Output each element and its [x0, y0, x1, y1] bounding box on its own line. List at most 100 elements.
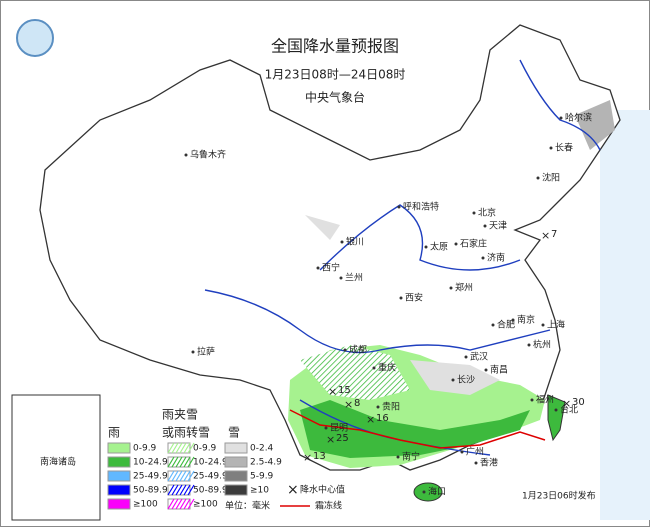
taiwan [547, 394, 566, 442]
snow-area [410, 360, 500, 395]
city-label: 南昌 [490, 364, 508, 376]
center-mark: × [328, 385, 337, 398]
city-dot [472, 211, 476, 215]
city-dot [511, 318, 515, 322]
city-label: 济南 [487, 252, 505, 264]
legend-label: 25-49.9 [193, 472, 228, 482]
legend-hatch [183, 470, 191, 482]
city-label: 天津 [489, 221, 507, 232]
center-value: 30 [572, 397, 585, 408]
legend-label: 0-2.4 [250, 444, 274, 454]
center-value: 25 [336, 433, 349, 444]
legend-label: ≥10 [250, 486, 269, 496]
city-dot [541, 323, 545, 327]
legend-hatch [175, 484, 183, 496]
legend-hatch [183, 442, 191, 454]
legend-label: 2.5-4.9 [250, 458, 282, 468]
city-dot [464, 355, 468, 359]
legend-hatch [167, 442, 175, 454]
city-dot [483, 224, 487, 228]
city-dot [491, 323, 495, 327]
city-label: 兰州 [345, 272, 363, 284]
legend-hatch [167, 470, 175, 482]
legend-hatch [179, 470, 187, 482]
legend-hatch [183, 456, 191, 468]
city-dot [316, 266, 320, 270]
frost-label: 霜冻线 [315, 500, 342, 512]
city-dot [397, 205, 401, 209]
legend-hatch [167, 498, 175, 510]
legend-label: ≥100 [193, 500, 218, 510]
city-label: 上海 [547, 319, 565, 331]
city-label: 香港 [480, 457, 498, 469]
city-dot [422, 490, 426, 494]
city-label: 昆明 [330, 423, 348, 434]
city-dot [454, 242, 458, 246]
city-label: 银川 [346, 236, 364, 248]
river [319, 204, 521, 271]
legend-hatch [167, 456, 175, 468]
city-dot [530, 398, 534, 402]
city-dot [527, 343, 531, 347]
legend-label: 50-89.9 [193, 486, 228, 496]
legend-hatch [179, 456, 187, 468]
legend-hatch [179, 484, 187, 496]
city-dot [399, 296, 403, 300]
legend-swatch [224, 442, 248, 454]
legend-swatch [224, 484, 248, 496]
snow-area [575, 100, 615, 150]
legend-hatch [171, 442, 179, 454]
legend-swatch [107, 470, 131, 482]
river [519, 59, 601, 151]
city-dot [484, 368, 488, 372]
sea [600, 110, 650, 520]
legend-hatch [179, 498, 187, 510]
city-dot [474, 461, 478, 465]
legend-hatch [167, 484, 175, 496]
legend-header: 雨 [108, 426, 120, 440]
sleet-area [300, 345, 410, 400]
center-value: 15 [338, 385, 351, 396]
legend-swatch [224, 456, 248, 468]
city-label: 长春 [555, 142, 573, 154]
center-value: 16 [376, 413, 389, 424]
city-label: 拉萨 [197, 346, 215, 358]
frost-line [289, 409, 546, 449]
inset-box [11, 394, 101, 521]
legend-label: 5-9.9 [250, 472, 274, 482]
city-label: 广州 [466, 446, 484, 458]
legend-swatch [107, 456, 131, 468]
legend-hatch [187, 456, 195, 468]
city-label: 沈阳 [542, 172, 560, 184]
city-label: 武汉 [470, 351, 488, 363]
center-value: 7 [551, 229, 557, 240]
legend-hatch [171, 456, 179, 468]
legend-label: 50-89.9 [133, 486, 168, 496]
legend-header: 或雨转雪 [162, 425, 210, 440]
legend-hatch [183, 484, 191, 496]
center-value: 8 [354, 398, 360, 409]
city-dot [559, 116, 563, 120]
legend-hatch [187, 484, 195, 496]
city-label: 郑州 [455, 282, 473, 294]
center-symbol: × [287, 482, 299, 498]
city-dot [372, 366, 376, 370]
hainan [413, 482, 443, 502]
logo [16, 19, 54, 57]
issuer: 中央气象台 [305, 90, 365, 105]
legend-swatch [107, 484, 131, 496]
city-dot [424, 245, 428, 249]
unit: 单位：毫米 [225, 500, 270, 512]
city-label: 台北 [560, 404, 578, 416]
time-range: 1月23日08时—24日08时 [265, 68, 406, 82]
legend-hatch [175, 470, 183, 482]
center-mark: × [303, 451, 312, 464]
city-label: 石家庄 [460, 238, 487, 250]
city-dot [396, 455, 400, 459]
center-mark: × [344, 398, 353, 411]
legend-swatch [107, 498, 131, 510]
city-dot [481, 256, 485, 260]
legend-hatch [179, 442, 187, 454]
city-label: 哈尔滨 [565, 112, 592, 124]
title: 全国降水量预报图 [271, 37, 399, 56]
